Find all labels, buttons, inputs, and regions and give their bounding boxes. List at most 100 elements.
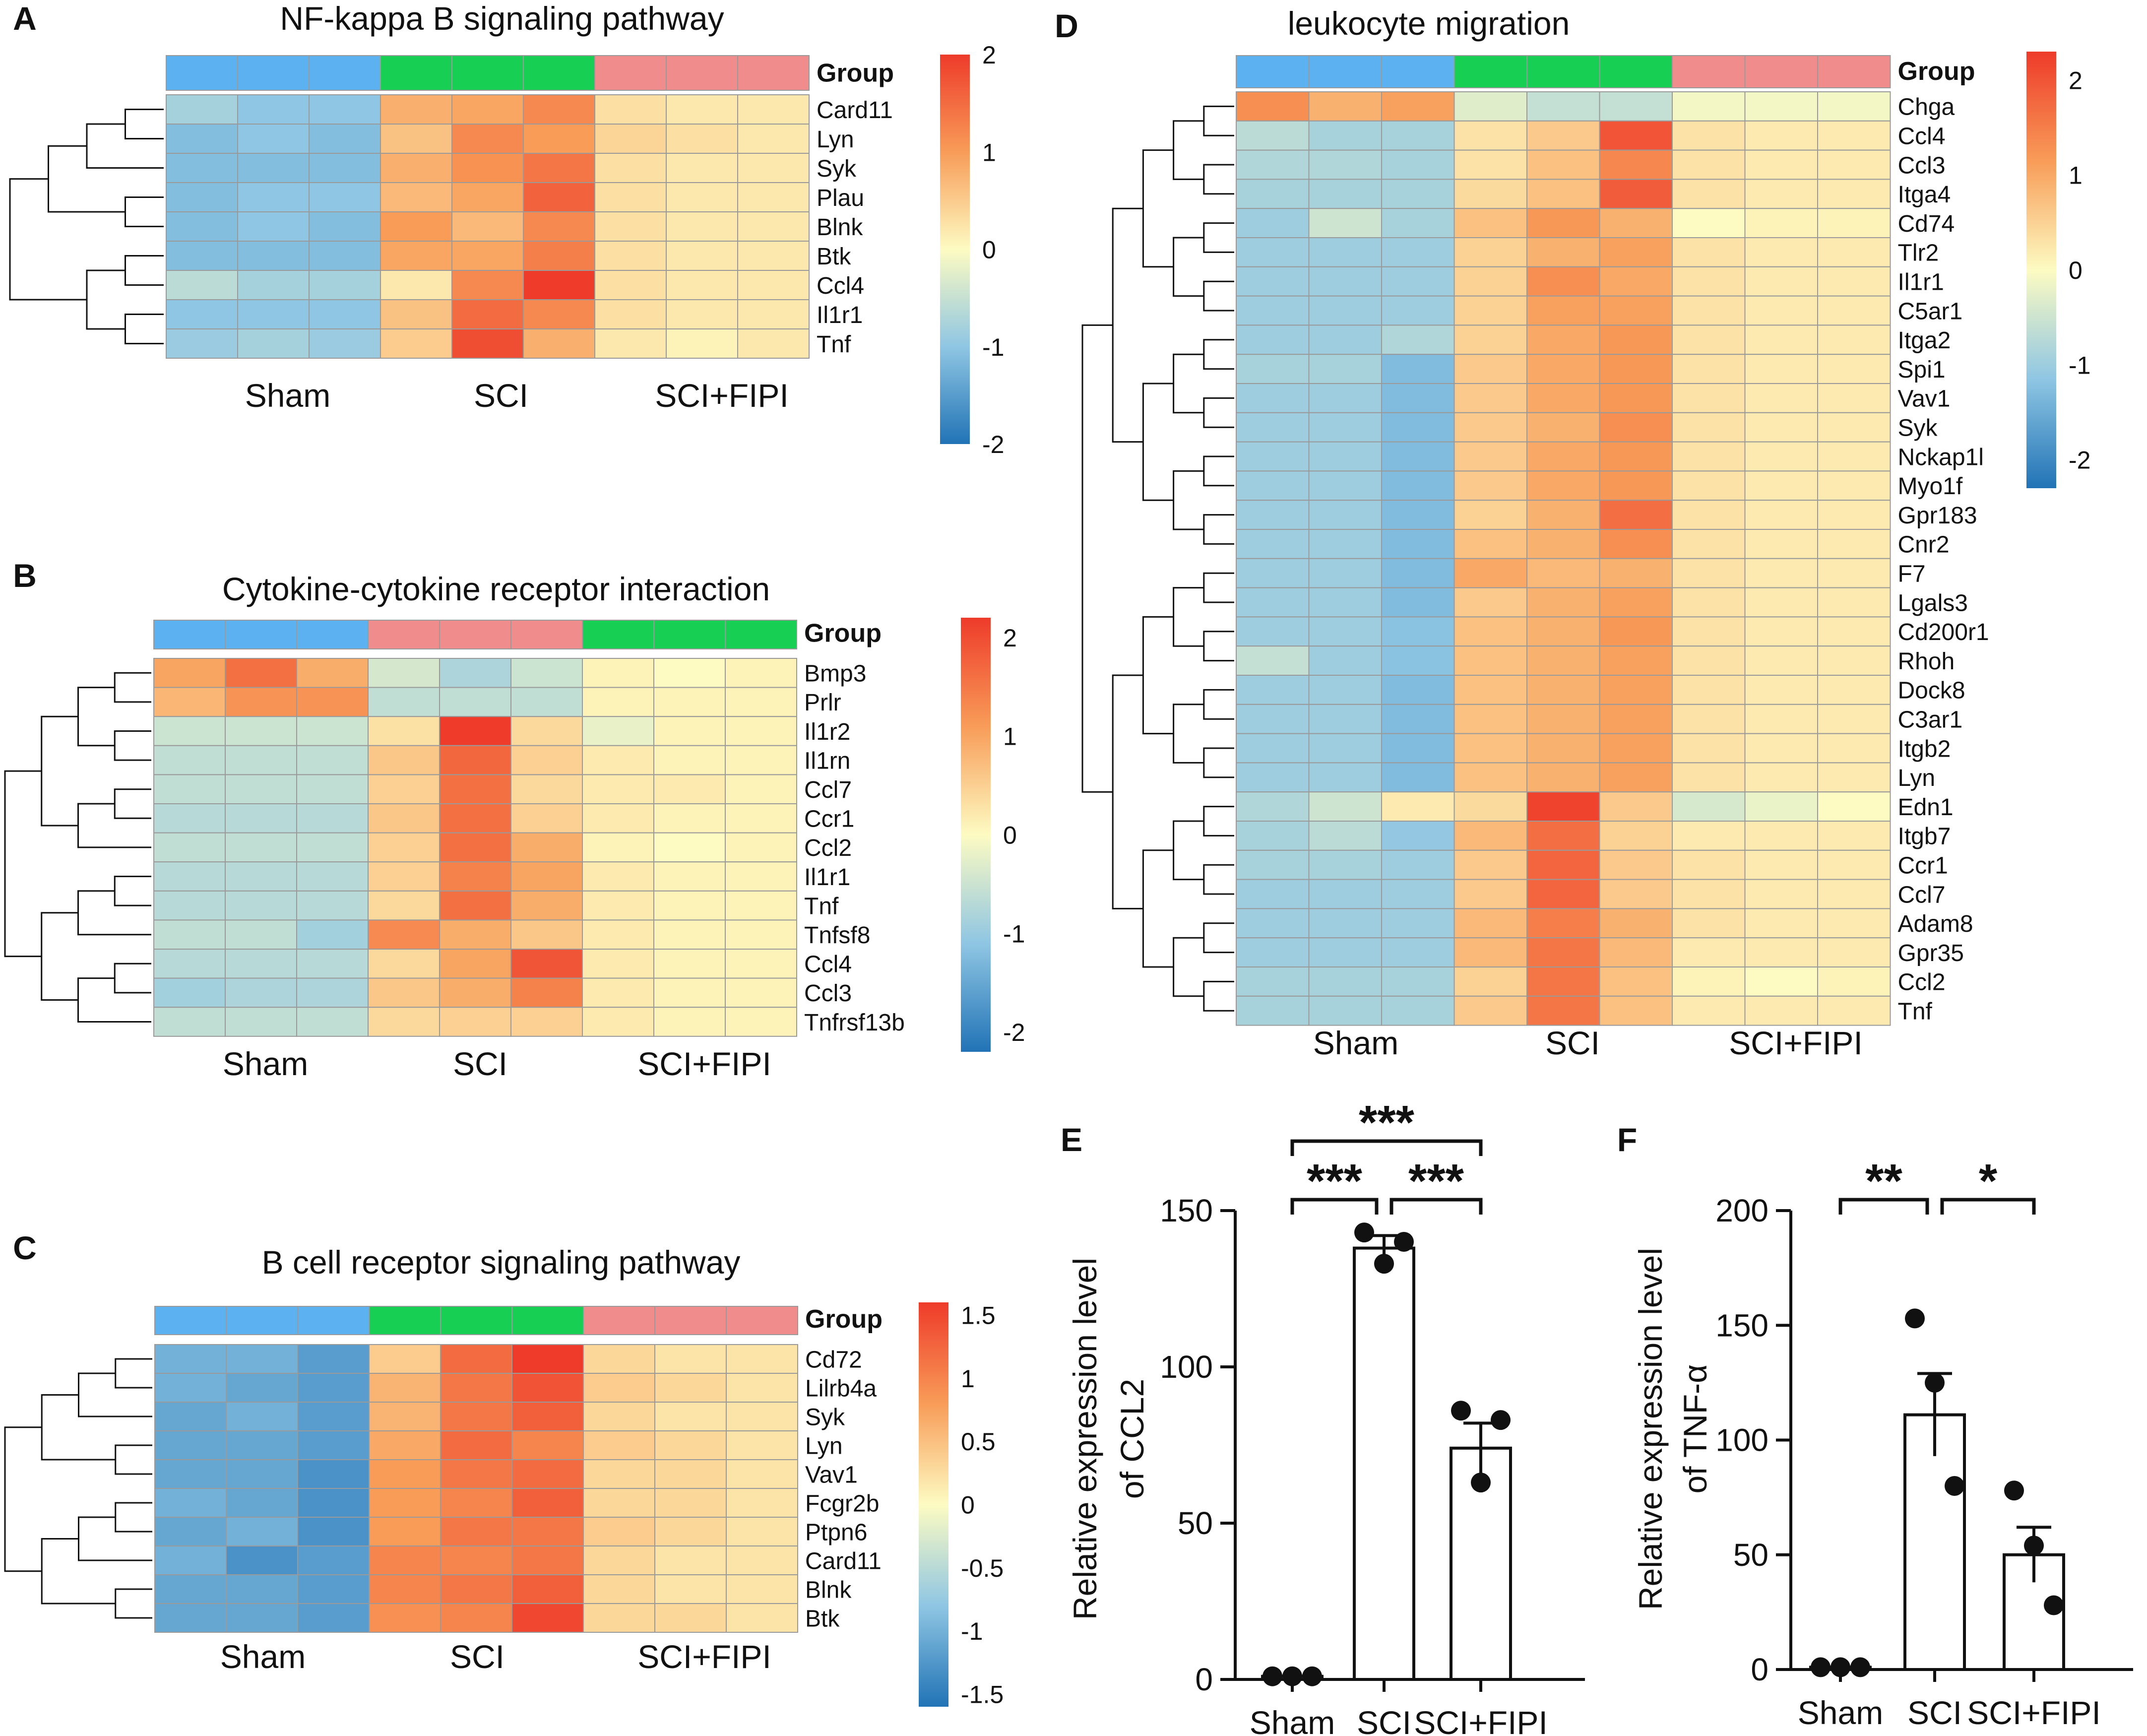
heatmap-cell [653, 774, 726, 805]
heatmap-cell [309, 328, 381, 359]
colorbar-tick-label: -0.5 [961, 1554, 1004, 1582]
heatmap-cell [1526, 995, 1600, 1026]
dendrogram-branch [86, 269, 126, 330]
heatmap-cell [1744, 733, 1818, 764]
heatmap-cell [725, 861, 797, 892]
heatmap-cell [583, 1517, 655, 1546]
colorbar [961, 618, 991, 1052]
heatmap-cell [368, 861, 440, 892]
colorbar-tick-label: 0 [1003, 822, 1017, 849]
heatmap-cell [296, 949, 369, 979]
data-point [1394, 1232, 1414, 1252]
group-header-label: Group [805, 1305, 883, 1334]
heatmap-cell [1381, 937, 1455, 967]
heatmap-cell [1599, 354, 1673, 385]
heatmap-cell [1381, 733, 1455, 764]
heatmap-cell [439, 832, 511, 863]
heatmap-cell [296, 803, 369, 834]
group-bar-cell [153, 620, 226, 649]
dendrogram-branch [1142, 149, 1174, 268]
heatmap-title: B cell receptor signaling pathway [262, 1244, 741, 1281]
heatmap-cell [1817, 237, 1891, 267]
heatmap-cell [153, 716, 226, 746]
heatmap-cell [1453, 295, 1527, 326]
dendrogram-branch [48, 145, 126, 213]
dendrogram-branch [1203, 280, 1234, 312]
heatmap-cell [1381, 91, 1455, 122]
heatmap-cell [1308, 470, 1382, 501]
heatmap-cell [1817, 441, 1891, 472]
heatmap-cell [725, 687, 797, 717]
group-header-label: Group [804, 619, 882, 648]
dendrogram-branch [114, 672, 151, 703]
heatmap-cell [451, 270, 524, 300]
row-label: Fcgr2b [805, 1490, 879, 1517]
heatmap-cell [1526, 966, 1600, 997]
heatmap-cell [1817, 908, 1891, 939]
heatmap-cell [154, 1517, 227, 1546]
heatmap-cell [1744, 558, 1818, 588]
heatmap-cell [726, 1459, 798, 1489]
heatmap-cell [1672, 966, 1746, 997]
heatmap-cell [1236, 821, 1310, 851]
heatmap-cell [309, 153, 381, 183]
heatmap-cell [666, 270, 738, 300]
group-label: SCI+FIPI [655, 377, 789, 414]
dendrogram-branch [115, 1358, 152, 1389]
data-point [1471, 1473, 1491, 1493]
heatmap-cell [439, 890, 511, 921]
heatmap-cell [1381, 470, 1455, 501]
heatmap-cell [225, 716, 297, 746]
heatmap-cell [1599, 616, 1673, 647]
row-label: Plau [817, 185, 864, 211]
group-header-label: Group [817, 59, 894, 88]
group-label: Sham [220, 1638, 306, 1675]
heatmap-cell [583, 1603, 655, 1633]
heatmap-cell [440, 1430, 512, 1460]
heatmap-cell [1817, 733, 1891, 764]
heatmap-cell [1381, 529, 1455, 559]
group-bar-cell [726, 1306, 798, 1335]
heatmap-cell [1599, 791, 1673, 822]
heatmap-cell [1381, 179, 1455, 209]
heatmap-cell [1817, 558, 1891, 588]
heatmap-cell [1453, 208, 1527, 239]
heatmap-cell [369, 1459, 441, 1489]
dendrogram-branch [1203, 922, 1234, 954]
heatmap-cell [1381, 879, 1455, 909]
heatmap-cell [1526, 558, 1600, 588]
heatmap-cell [1526, 91, 1600, 122]
heatmap-cell [1236, 995, 1310, 1026]
significance-bracket [1940, 1198, 2036, 1215]
dendrogram-branch [1142, 616, 1174, 735]
heatmap-cell [523, 211, 595, 242]
heatmap-cell [1526, 412, 1600, 443]
heatmap-cell [1744, 383, 1818, 413]
heatmap-cell [582, 890, 654, 921]
heatmap-cell [510, 745, 583, 775]
heatmap-cell [440, 1344, 512, 1374]
heatmap-cell [296, 1007, 369, 1037]
heatmap-cell [297, 1603, 370, 1633]
dendrogram-branch [78, 1516, 152, 1561]
heatmap-cell [1599, 266, 1673, 297]
heatmap-cell [1672, 529, 1746, 559]
heatmap-cell [1817, 616, 1891, 647]
heatmap-cell [654, 1459, 727, 1489]
heatmap-cell [1308, 791, 1382, 822]
heatmap-title: NF-kappa B signaling pathway [280, 0, 724, 37]
heatmap-cell [1599, 529, 1673, 559]
dendrogram-branch [114, 788, 151, 819]
bar [1903, 1413, 1966, 1671]
heatmap-cell [439, 658, 511, 688]
heatmap-cell [510, 861, 583, 892]
dendrogram-branch [1203, 164, 1234, 195]
heatmap-cell [1236, 879, 1310, 909]
y-tick-label: 100 [1160, 1349, 1213, 1385]
heatmap-cell [1381, 324, 1455, 355]
heatmap-cell [296, 745, 369, 775]
heatmap-cell [1453, 412, 1527, 443]
group-header-label: Group [1898, 57, 1975, 86]
heatmap-cell [1381, 791, 1455, 822]
group-label: SCI [450, 1638, 505, 1675]
